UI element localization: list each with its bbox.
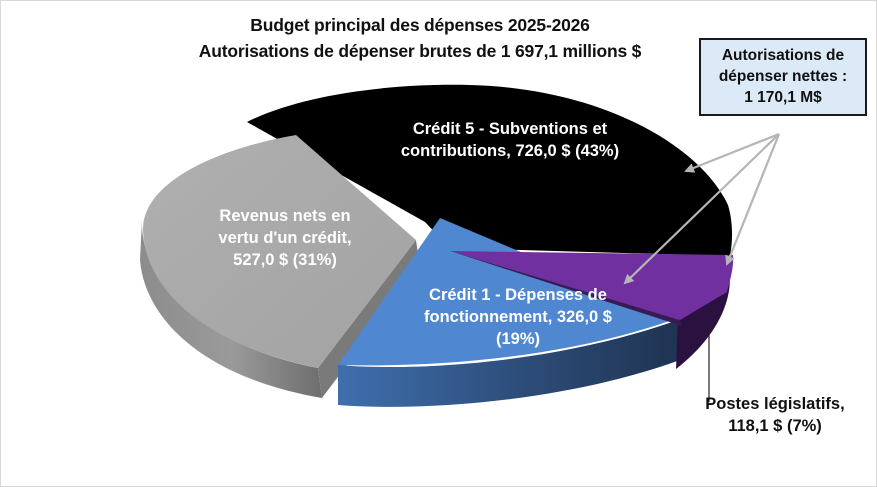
slice-credit1[interactable]: [338, 218, 680, 407]
label-postes: Postes législatifs, 118,1 $ (7%): [705, 395, 845, 435]
label-credit5: Crédit 5 - Subventions et contributions,…: [400, 120, 620, 160]
chart-title-line1: Budget principal des dépenses 2025-2026: [250, 15, 590, 35]
net-authorities-box: Autorisations de dépenser nettes : 1 170…: [699, 38, 867, 116]
net-box-line2: dépenser nettes :: [718, 68, 848, 85]
slice-postes[interactable]: [450, 251, 734, 369]
net-arrows: [623, 132, 781, 285]
net-box-value: 1 170,1 M$: [744, 89, 822, 106]
label-revenus: Revenus nets en vertu d'un crédit, 527,0…: [218, 207, 352, 269]
net-box-line1: Autorisations de: [721, 47, 845, 64]
slice-credit5[interactable]: [247, 84, 733, 256]
chart-title: Budget principal des dépenses 2025-2026 …: [140, 12, 700, 64]
chart-subtitle: Autorisations de dépenser brutes de 1 69…: [198, 41, 642, 61]
label-credit1: Crédit 1 - Dépenses de fonctionnement, 3…: [424, 286, 612, 348]
